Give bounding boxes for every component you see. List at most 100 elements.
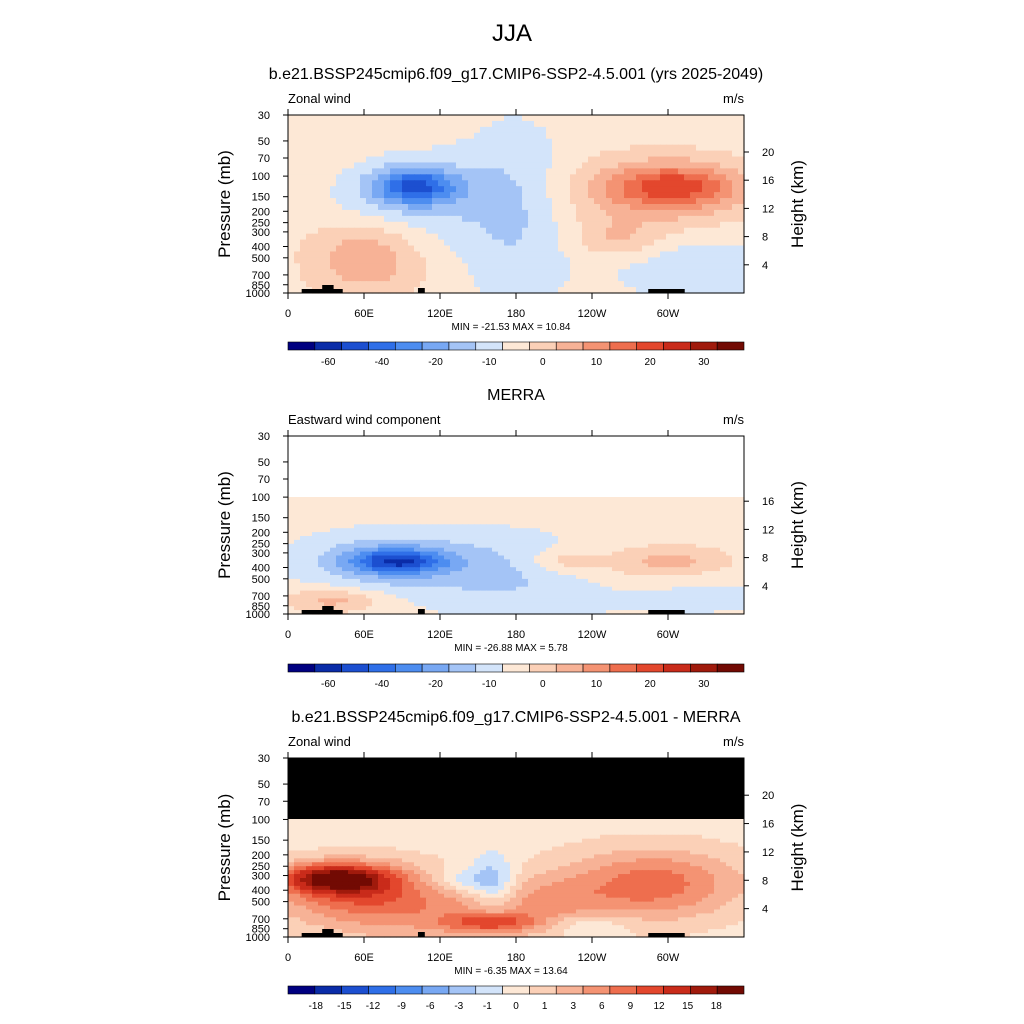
field-cell — [564, 598, 571, 603]
field-cell — [522, 516, 529, 521]
field-cell — [726, 590, 733, 596]
field-cell — [720, 233, 727, 241]
field-cell — [426, 516, 433, 521]
field-cell — [720, 138, 727, 146]
field-cell — [636, 174, 643, 181]
field-cell — [324, 582, 331, 588]
field-cell — [432, 536, 439, 541]
field-cell — [348, 610, 355, 615]
field-cell — [450, 575, 457, 580]
field-cell — [660, 822, 667, 828]
field-cell — [558, 263, 565, 270]
field-cell — [354, 586, 361, 592]
field-cell — [726, 174, 733, 181]
field-cell — [522, 606, 529, 611]
field-cell — [510, 115, 517, 122]
field-cell — [654, 174, 661, 181]
field-cell — [342, 221, 349, 229]
field-cell — [306, 281, 313, 288]
field-cell — [402, 233, 409, 241]
field-cell — [534, 520, 541, 525]
field-cell — [588, 150, 595, 158]
field-cell — [354, 192, 361, 199]
field-cell — [414, 263, 421, 270]
field-cell — [534, 539, 541, 545]
field-cell — [612, 598, 619, 603]
field-cell — [570, 138, 577, 146]
field-cell — [378, 520, 385, 525]
field-cell — [366, 144, 373, 152]
field-cell — [384, 215, 391, 223]
field-cell — [636, 239, 643, 247]
field-cell — [498, 245, 505, 253]
field-cell — [492, 120, 499, 128]
field-cell — [324, 578, 331, 584]
field-cell — [738, 120, 745, 128]
field-cell — [528, 215, 535, 223]
field-cell — [402, 281, 409, 288]
field-cell — [354, 543, 361, 549]
field-cell — [732, 822, 739, 828]
field-cell — [588, 536, 595, 541]
field-cell — [420, 516, 427, 521]
field-cell — [450, 520, 457, 525]
field-cell — [504, 168, 511, 175]
field-cell — [612, 563, 619, 568]
field-cell — [432, 227, 439, 235]
field-cell — [552, 115, 559, 122]
field-cell — [318, 168, 325, 175]
field-cell — [372, 239, 379, 247]
field-cell — [516, 115, 523, 122]
field-cell — [582, 245, 589, 253]
field-cell — [738, 606, 745, 611]
field-cell — [624, 115, 631, 122]
field-cell — [450, 227, 457, 235]
field-cell — [420, 120, 427, 128]
field-cell — [486, 245, 493, 253]
field-cell — [426, 138, 433, 146]
field-cell — [342, 520, 349, 525]
colorbar-swatch — [636, 663, 664, 673]
field-cell — [624, 150, 631, 158]
field-cell — [306, 819, 313, 824]
field-cell — [438, 536, 445, 541]
field-cell — [396, 209, 403, 217]
field-cell — [606, 132, 613, 140]
field-cell — [450, 138, 457, 146]
field-cell — [672, 532, 679, 537]
field-cell — [456, 192, 463, 199]
field-cell — [330, 830, 337, 836]
field-cell — [654, 215, 661, 223]
field-cell — [546, 532, 553, 537]
stats-label: MIN = -26.88 MAX = 5.78 — [454, 643, 568, 654]
field-cell — [438, 567, 445, 572]
field-cell — [480, 504, 487, 510]
field-cell — [726, 221, 733, 229]
field-cell — [330, 586, 337, 592]
field-cell — [420, 132, 427, 140]
field-cell — [684, 528, 691, 533]
field-cell — [480, 156, 487, 164]
field-cell — [570, 500, 577, 506]
field-cell — [324, 204, 331, 211]
field-cell — [450, 586, 457, 592]
field-cell — [366, 606, 373, 611]
field-cell — [666, 598, 673, 603]
field-cell — [720, 524, 727, 529]
field-cell — [432, 156, 439, 164]
field-cell — [450, 819, 457, 824]
field-cell — [642, 508, 649, 514]
field-cell — [396, 263, 403, 270]
field-cell — [654, 275, 661, 282]
field-cell — [618, 524, 625, 529]
field-cell — [420, 281, 427, 288]
field-cell — [402, 532, 409, 537]
field-cell — [654, 524, 661, 529]
field-cell — [594, 198, 601, 205]
field-cell — [444, 227, 451, 235]
field-cell — [432, 168, 439, 175]
field-cell — [672, 602, 679, 607]
field-cell — [324, 590, 331, 596]
field-cell — [354, 547, 361, 553]
field-cell — [558, 227, 565, 235]
